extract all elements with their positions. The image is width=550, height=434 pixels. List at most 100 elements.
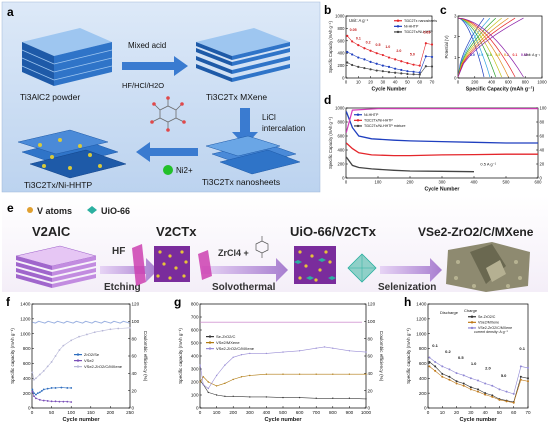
legend-entry-label: Ti3C2Tx nanosheets bbox=[404, 19, 437, 23]
rate-note: current density: A g⁻¹ bbox=[474, 330, 508, 334]
y-tick-label: 200 bbox=[419, 391, 427, 396]
series-f-point bbox=[62, 344, 65, 347]
legend-marker bbox=[356, 119, 360, 122]
series-g-point bbox=[232, 395, 234, 397]
x-tick-label: 200 bbox=[407, 180, 415, 185]
series-g-point bbox=[207, 387, 209, 390]
y-tick-label: 100 bbox=[191, 393, 199, 398]
x-tick-label: 40 bbox=[483, 410, 489, 415]
series-b-point bbox=[375, 62, 378, 65]
x-axis-label: Cycle number bbox=[265, 417, 303, 423]
legend-marker bbox=[356, 113, 360, 116]
x-tick-label: 40 bbox=[393, 80, 398, 85]
panel-e: e V atoms UiO-66 V2AlC V2CTx UiO-66/V2CT… bbox=[2, 196, 548, 293]
y-tick-label: 400 bbox=[338, 147, 346, 152]
series-d-line bbox=[345, 111, 538, 144]
chart-d: 0 100 200 300 400 500 600020040060080010000204… bbox=[328, 105, 548, 192]
uio-v2ctx-illustration bbox=[294, 246, 336, 284]
panel-e-label: e bbox=[7, 201, 14, 215]
series-f-point bbox=[70, 339, 73, 342]
series-h-point bbox=[428, 365, 431, 368]
series-b-point bbox=[369, 68, 372, 71]
series-h-point bbox=[448, 368, 451, 371]
rate-label: 0.1 bbox=[519, 346, 525, 351]
rate-label: 2.0 bbox=[479, 53, 484, 57]
chart-c: 0 200 400 600 800 1000 0 1 2 3 Specific Capacity (… bbox=[444, 13, 547, 92]
series-g-point bbox=[332, 373, 334, 375]
series-h-line bbox=[429, 366, 529, 404]
series-h-point bbox=[519, 375, 522, 378]
series-f-point bbox=[35, 377, 37, 380]
y2-tick-label: 100 bbox=[540, 105, 548, 110]
coulombic-efficiency-line bbox=[32, 320, 130, 324]
charge-curve bbox=[457, 17, 497, 78]
x-axis-label: Cycle Number bbox=[372, 86, 407, 92]
legend-marker bbox=[470, 315, 474, 318]
series-h-point bbox=[448, 378, 451, 381]
series-b-point bbox=[346, 34, 349, 37]
discharge-curve bbox=[457, 17, 516, 78]
series-g-point bbox=[282, 373, 284, 375]
legend-marker bbox=[208, 341, 212, 344]
discharge-curve bbox=[457, 17, 524, 78]
x-tick-label: 200 bbox=[229, 410, 237, 415]
series-f-point bbox=[42, 399, 45, 402]
series-h-point bbox=[434, 369, 437, 372]
discharge-curve bbox=[457, 17, 491, 78]
series-h-point bbox=[498, 398, 501, 401]
series-g-point bbox=[199, 381, 201, 383]
rate-label: 1.0 bbox=[385, 45, 390, 49]
series-b-point bbox=[424, 42, 427, 45]
series-h-point bbox=[462, 374, 465, 377]
series-b-point bbox=[430, 55, 434, 59]
rate-label: 2.0 bbox=[485, 365, 491, 370]
series-b-point bbox=[381, 53, 384, 57]
x-tick-label: 60 bbox=[511, 410, 517, 415]
series-b-point bbox=[430, 43, 434, 46]
y2-tick-label: 80 bbox=[368, 336, 374, 341]
legend-entry-label: VSe2-ZrO2/C/MXene bbox=[84, 364, 123, 369]
series-f-point bbox=[31, 390, 34, 393]
x-tick-label: 50 bbox=[497, 410, 503, 415]
series-f-point bbox=[50, 361, 53, 363]
series-f-point bbox=[66, 387, 69, 389]
y2-axis-label: Coulombic efficiency (%) bbox=[379, 331, 384, 382]
rate-label: 0.1 bbox=[432, 343, 438, 348]
arrow-zrcl4-label: ZrCl4 + bbox=[218, 248, 249, 258]
rate-label: 5.0 bbox=[410, 53, 415, 57]
series-b-point bbox=[406, 70, 409, 73]
series-g-point bbox=[365, 351, 367, 353]
series-h-point bbox=[512, 392, 515, 395]
x-tick-label: 0 bbox=[345, 180, 348, 185]
v2alc-illustration bbox=[15, 245, 97, 288]
series-g-line bbox=[199, 346, 367, 389]
y2-tick-label: 40 bbox=[540, 147, 545, 152]
panel-g: g 0 100 200 300 400 500 600 700 800 900 1000010020… bbox=[174, 295, 384, 423]
series-b-point bbox=[363, 66, 366, 70]
y-tick-label: 1400 bbox=[20, 302, 31, 307]
y-tick-label: 0 bbox=[342, 75, 345, 80]
y-tick-label: 800 bbox=[338, 119, 346, 124]
rate-label: 0.05 bbox=[423, 30, 430, 34]
y-tick-label: 400 bbox=[338, 51, 346, 56]
series-g-point bbox=[315, 397, 317, 399]
x-axis-label: Specific Capacity (mAh g⁻¹) bbox=[466, 86, 535, 92]
series-b-line bbox=[347, 51, 433, 73]
series-f-point bbox=[101, 329, 104, 332]
series-g-point bbox=[265, 352, 268, 355]
x-tick-label: 250 bbox=[126, 410, 134, 415]
series-b-point bbox=[381, 70, 384, 73]
series-g-line bbox=[199, 373, 366, 387]
y-tick-label: 500 bbox=[191, 341, 199, 346]
rate-label: 0.5 bbox=[496, 53, 501, 57]
legend-marker bbox=[396, 19, 400, 22]
panel-g-label: g bbox=[174, 295, 181, 309]
series-f-point bbox=[60, 386, 63, 389]
series-g-point bbox=[215, 385, 218, 387]
panel-a-label: a bbox=[7, 5, 14, 19]
legend-marker bbox=[470, 321, 474, 324]
x-tick-label: 70 bbox=[525, 410, 531, 415]
series-h-point bbox=[434, 360, 437, 363]
series-b-point bbox=[394, 67, 397, 70]
discharge-curve bbox=[457, 17, 503, 78]
